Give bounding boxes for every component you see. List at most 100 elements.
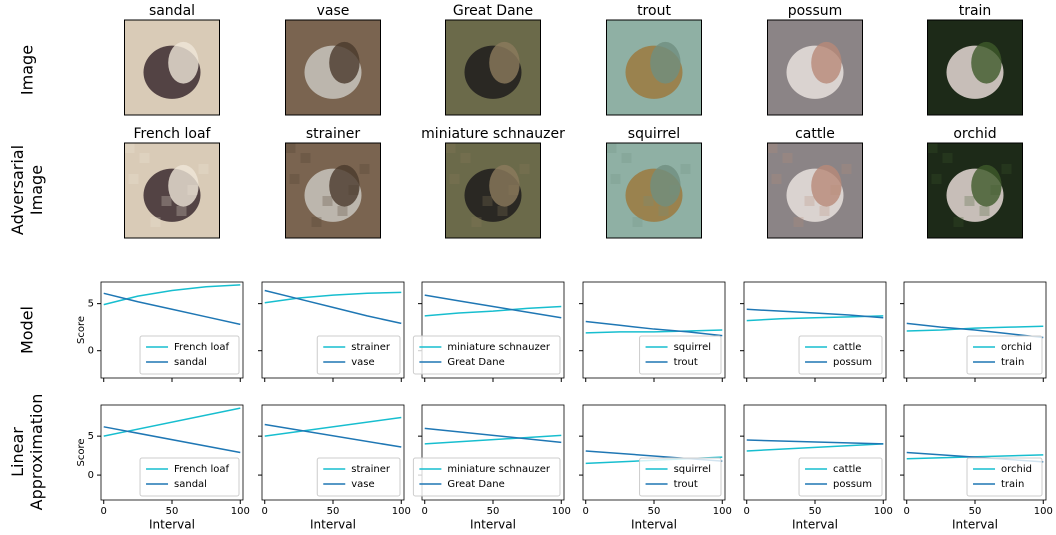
y-axis-label: Score <box>76 438 87 466</box>
legend-box <box>966 457 1043 497</box>
image-noise <box>1001 164 1012 174</box>
x-tick-label: 0 <box>744 506 750 517</box>
image <box>124 142 220 239</box>
legend-label: cattle <box>833 464 861 475</box>
series-line <box>424 434 562 445</box>
image-frame <box>124 142 220 239</box>
image-noise <box>128 174 139 184</box>
image-noise <box>632 217 643 227</box>
x-tick-label: 50 <box>166 506 179 517</box>
x-tick-label: 0 <box>101 506 107 517</box>
image-noise <box>669 185 680 195</box>
image-noise <box>285 143 296 153</box>
image <box>124 19 220 116</box>
image-noise <box>979 206 990 216</box>
x-tick-label: 100 <box>552 506 571 517</box>
y-tick-label: 0 <box>88 346 94 357</box>
series-line <box>906 322 1044 339</box>
image-noise <box>927 143 938 153</box>
x-tick-label: 100 <box>1034 506 1053 517</box>
series-line <box>264 291 402 304</box>
image-noise <box>124 143 135 153</box>
x-tick-label: 0 <box>583 506 589 517</box>
image-frame <box>445 19 541 116</box>
legend-label: trout <box>674 357 698 368</box>
legend: squirrel trout <box>639 457 722 497</box>
image-noise <box>187 185 198 195</box>
image-noise <box>508 185 519 195</box>
image-noise <box>300 153 311 163</box>
image-noise <box>198 164 209 174</box>
series-line <box>264 416 402 437</box>
legend: orchid train <box>966 335 1043 375</box>
image-noise <box>161 196 172 206</box>
image-frame <box>606 142 702 239</box>
image <box>445 142 541 239</box>
image-noise <box>471 217 482 227</box>
legend-box <box>412 457 561 497</box>
image-noise <box>942 153 953 163</box>
x-axis-label: Interval <box>470 518 516 532</box>
image-noise <box>139 153 150 163</box>
image <box>445 19 541 116</box>
series-line <box>746 308 884 319</box>
image-title: French loaf <box>134 126 212 142</box>
image-title: strainer <box>306 126 360 142</box>
legend: French loaf sandal <box>139 457 240 497</box>
row-label: Image <box>18 45 37 95</box>
image-noise <box>337 206 348 216</box>
image-noise <box>460 153 471 163</box>
image-frame <box>767 142 863 239</box>
image-noise <box>830 185 841 195</box>
image-title: sandal <box>149 3 195 19</box>
legend-label: trout <box>674 479 698 490</box>
legend-label: vase <box>351 357 374 368</box>
image-frame <box>767 19 863 116</box>
image <box>767 19 863 116</box>
legend-label: squirrel <box>674 342 711 353</box>
image-noise <box>964 196 975 206</box>
image-detail <box>971 41 1002 84</box>
image-noise <box>643 196 654 206</box>
x-axis-label: Interval <box>631 518 677 532</box>
series-line <box>585 329 723 334</box>
y-tick-label: 5 <box>88 431 94 442</box>
image-noise <box>348 185 359 195</box>
row-label: Model <box>18 306 37 354</box>
legend: cattle possum <box>798 335 883 375</box>
y-tick-label: 5 <box>88 299 94 310</box>
image-noise <box>767 143 778 153</box>
image-noise <box>519 164 530 174</box>
series-line <box>424 294 562 319</box>
image-noise <box>680 164 691 174</box>
x-axis-label: Interval <box>310 518 356 532</box>
image-noise <box>793 217 804 227</box>
legend-label: cattle <box>833 342 861 353</box>
x-tick-label: 50 <box>648 506 661 517</box>
image-noise <box>445 143 456 153</box>
legend-box <box>412 335 561 375</box>
image-noise <box>841 164 852 174</box>
legend-label: miniature schnauzer <box>447 342 550 353</box>
legend-label: French loaf <box>174 464 229 475</box>
legend-box <box>798 457 883 497</box>
y-tick-label: 0 <box>88 470 94 481</box>
legend-box <box>639 457 722 497</box>
legend: strainer vase <box>316 457 401 497</box>
image-noise <box>322 196 333 206</box>
legend-label: strainer <box>351 342 391 353</box>
legend: miniature schnauzer Great Dane <box>412 335 561 375</box>
image-frame <box>285 142 381 239</box>
image-title: miniature schnauzer <box>421 126 565 142</box>
image-detail <box>168 164 199 207</box>
row-label: Linear <box>8 427 27 477</box>
image-detail <box>811 41 842 84</box>
image-noise <box>497 206 508 216</box>
legend: strainer vase <box>316 335 401 375</box>
image-detail <box>650 164 681 207</box>
legend-label: miniature schnauzer <box>447 464 550 475</box>
series-line <box>746 439 884 445</box>
image-frame <box>445 142 541 239</box>
x-axis-label: Interval <box>792 518 838 532</box>
